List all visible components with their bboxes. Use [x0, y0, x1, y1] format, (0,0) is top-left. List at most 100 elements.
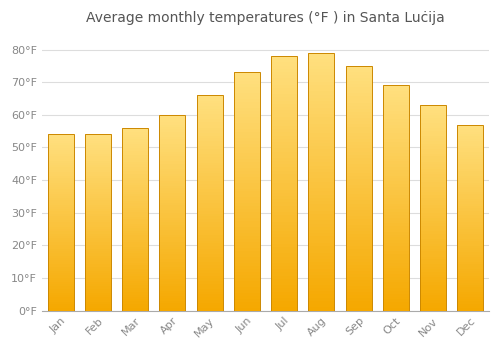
Bar	[48, 205, 74, 207]
Bar	[457, 276, 483, 278]
Bar	[196, 157, 222, 160]
Bar	[48, 286, 74, 289]
Bar	[85, 150, 111, 152]
Bar	[420, 138, 446, 141]
Bar	[271, 257, 297, 260]
Bar	[308, 82, 334, 85]
Bar	[160, 279, 186, 281]
Bar	[308, 269, 334, 272]
Bar	[346, 84, 372, 87]
Bar	[48, 293, 74, 295]
Bar	[48, 264, 74, 267]
Bar	[122, 212, 148, 215]
Bar	[457, 162, 483, 164]
Bar	[234, 75, 260, 78]
Bar	[234, 168, 260, 171]
Bar	[271, 174, 297, 177]
Bar	[48, 295, 74, 298]
Bar	[346, 142, 372, 145]
Bar	[85, 170, 111, 172]
Bar	[382, 263, 409, 266]
Bar	[308, 198, 334, 201]
Bar	[457, 262, 483, 264]
Bar	[382, 150, 409, 153]
Bar	[308, 69, 334, 72]
Bar	[122, 135, 148, 137]
Bar	[85, 260, 111, 262]
Bar	[85, 223, 111, 225]
Bar	[196, 259, 222, 262]
Bar	[48, 253, 74, 256]
Bar	[308, 291, 334, 294]
Bar	[271, 282, 297, 285]
Bar	[382, 88, 409, 91]
Bar	[382, 204, 409, 206]
Bar	[420, 126, 446, 128]
Bar	[308, 95, 334, 98]
Bar	[48, 136, 74, 139]
Bar	[308, 127, 334, 130]
Bar	[457, 234, 483, 236]
Bar	[308, 133, 334, 136]
Bar	[160, 232, 186, 235]
Bar	[48, 198, 74, 201]
Bar	[160, 144, 186, 147]
Bar	[420, 195, 446, 197]
Bar	[420, 118, 446, 120]
Bar	[271, 218, 297, 222]
Bar	[308, 191, 334, 195]
Bar	[122, 224, 148, 226]
Bar	[122, 217, 148, 219]
Bar	[457, 127, 483, 129]
Bar	[48, 302, 74, 304]
Bar	[346, 292, 372, 295]
Bar	[420, 205, 446, 208]
Bar	[420, 164, 446, 167]
Bar	[48, 185, 74, 187]
Bar	[346, 124, 372, 127]
Bar	[271, 126, 297, 129]
Bar	[196, 284, 222, 286]
Bar	[196, 117, 222, 119]
Bar	[196, 152, 222, 154]
Bar	[457, 148, 483, 150]
Bar	[196, 195, 222, 197]
Bar	[85, 245, 111, 247]
Bar	[420, 252, 446, 254]
Bar	[85, 280, 111, 282]
Bar	[420, 275, 446, 277]
Bar	[196, 184, 222, 187]
Bar	[48, 152, 74, 154]
Bar	[271, 298, 297, 301]
Bar	[234, 266, 260, 269]
Bar	[160, 289, 186, 291]
Bar	[271, 152, 297, 155]
Bar	[271, 288, 297, 292]
Bar	[346, 164, 372, 167]
Bar	[457, 190, 483, 192]
Bar	[160, 230, 186, 232]
Bar	[122, 187, 148, 190]
Bar	[234, 233, 260, 236]
Bar	[271, 88, 297, 91]
Bar	[234, 129, 260, 132]
Bar	[420, 200, 446, 203]
Bar	[308, 304, 334, 307]
Bar	[457, 264, 483, 266]
Bar	[382, 212, 409, 215]
Bar	[160, 210, 186, 213]
Bar	[382, 139, 409, 142]
Bar	[234, 114, 260, 117]
Bar	[457, 143, 483, 146]
Bar	[85, 240, 111, 242]
Bar	[160, 274, 186, 276]
Bar	[48, 163, 74, 165]
Bar	[346, 277, 372, 280]
Bar	[85, 134, 111, 136]
Bar	[346, 170, 372, 173]
Bar	[234, 159, 260, 162]
Bar	[122, 281, 148, 283]
Bar	[85, 185, 111, 187]
Bar	[457, 129, 483, 132]
Bar	[308, 253, 334, 256]
